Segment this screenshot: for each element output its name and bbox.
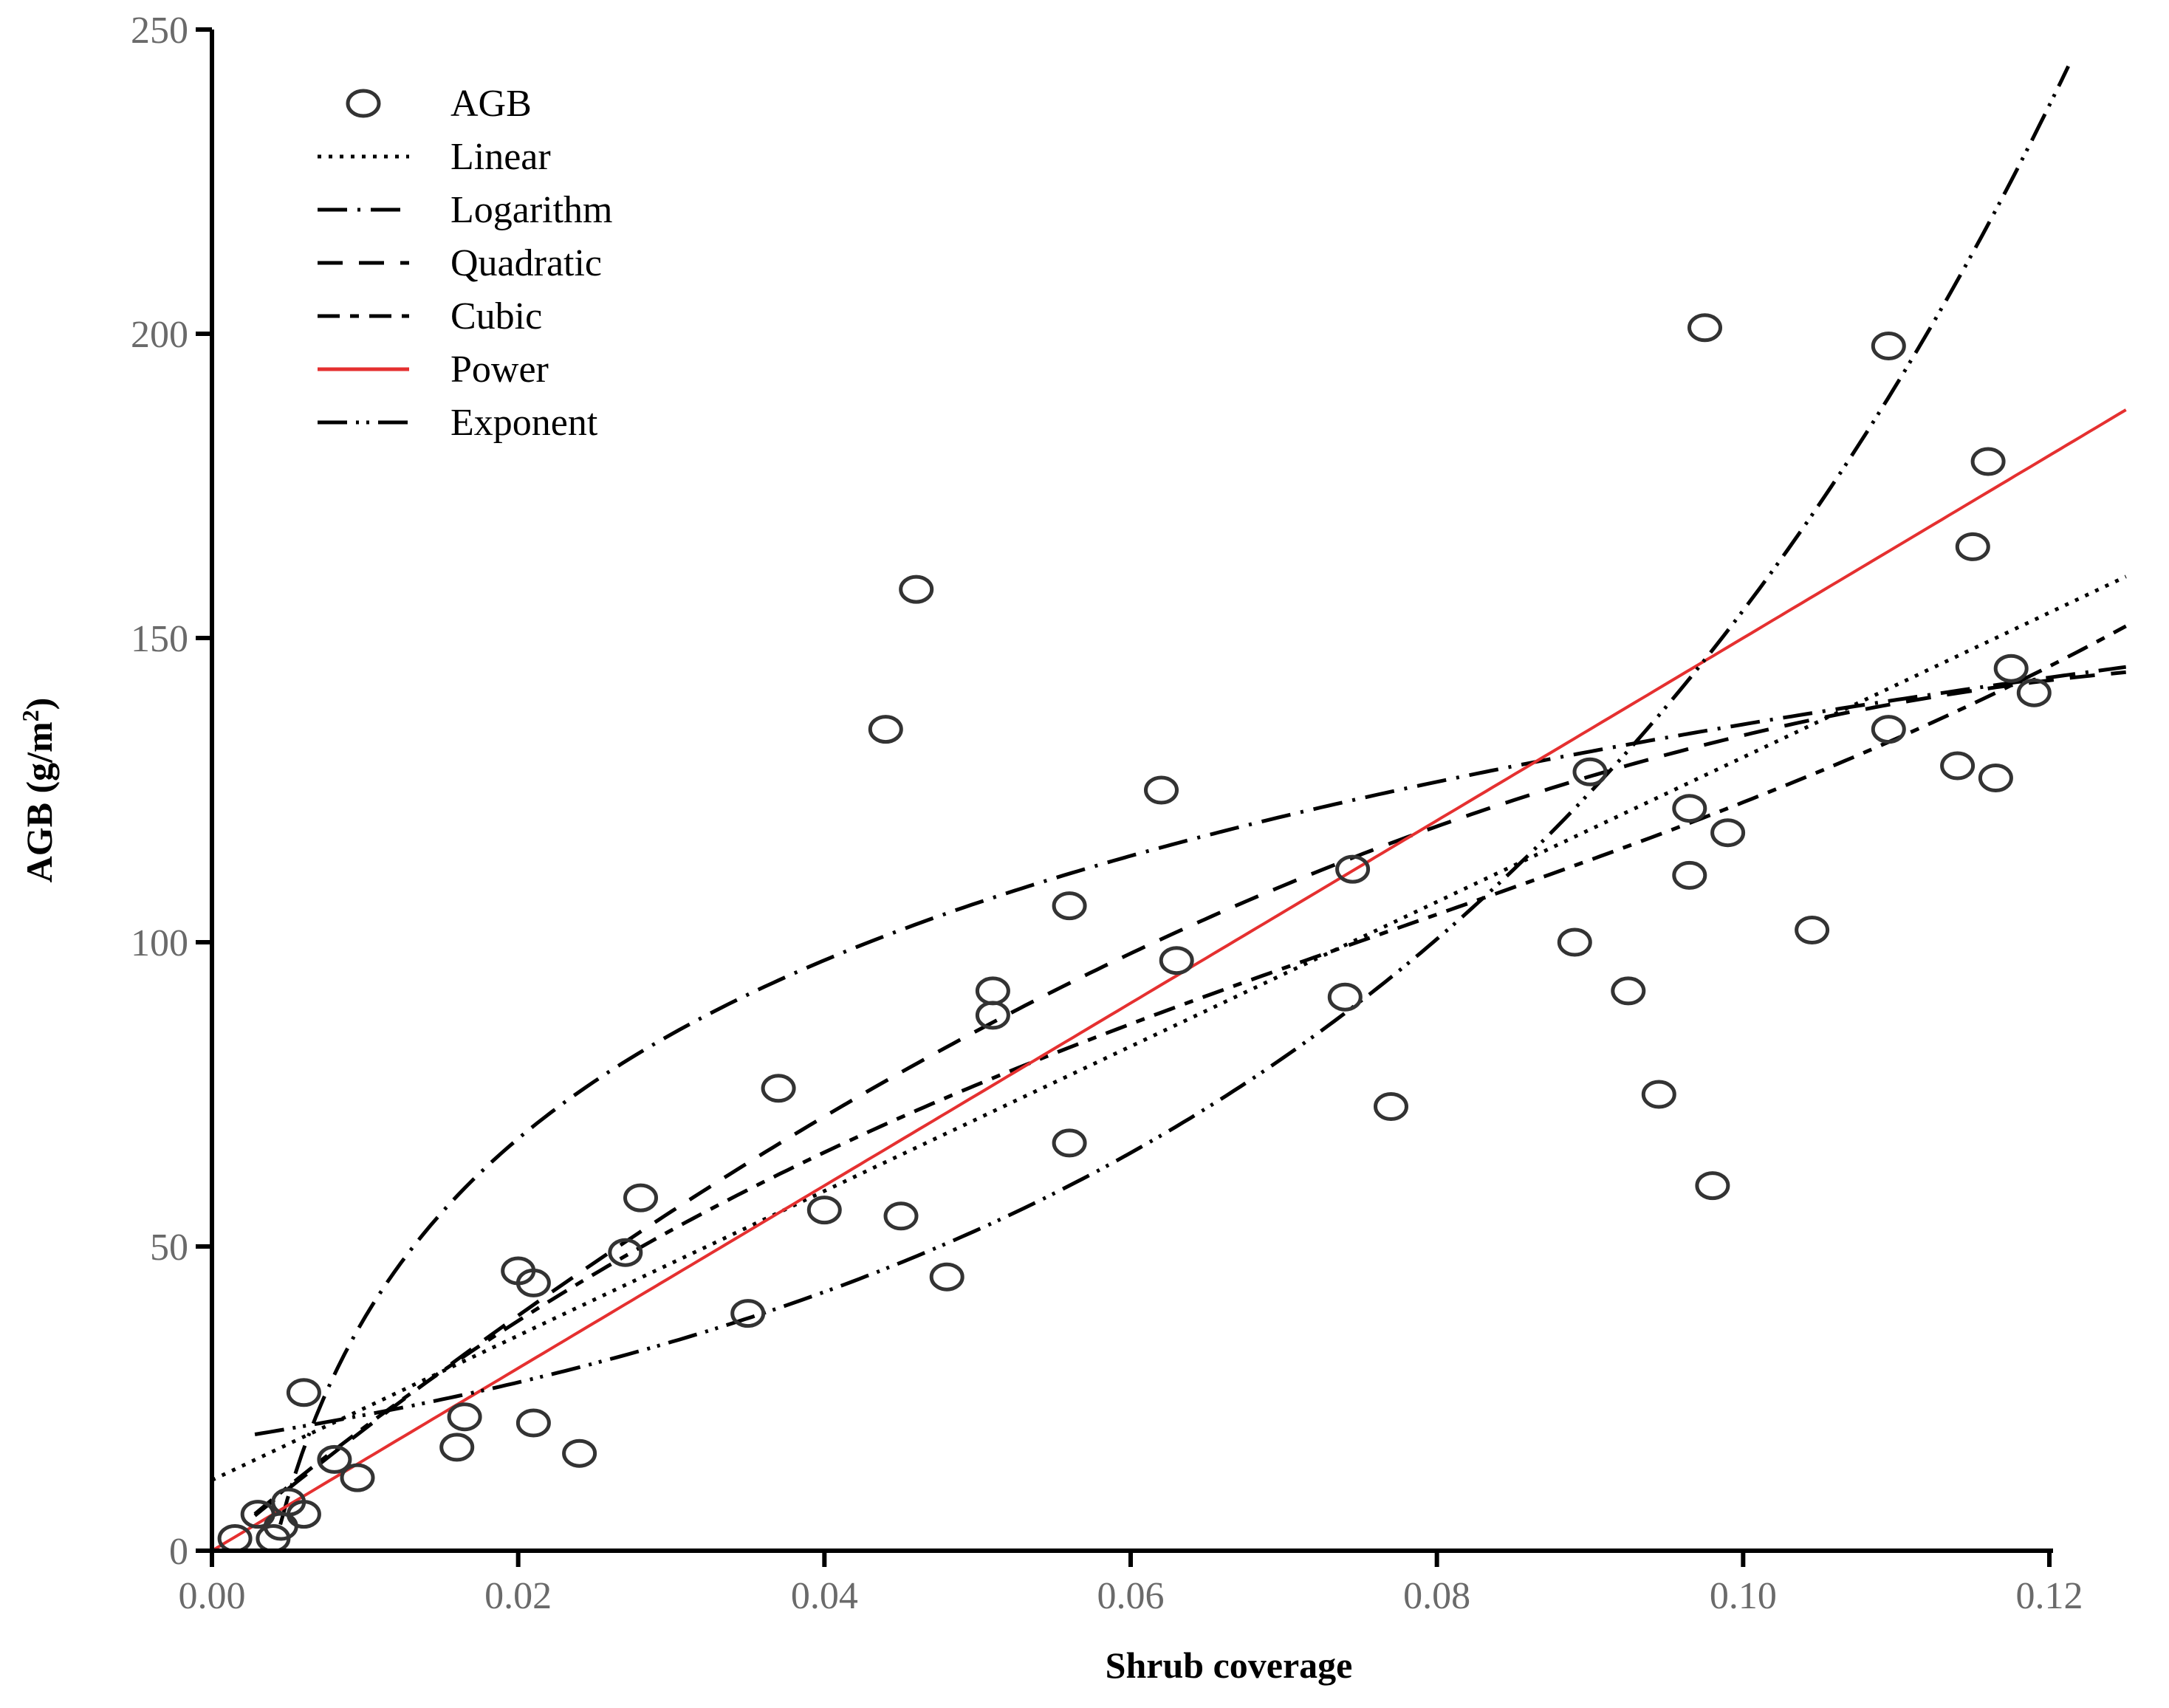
x-tick-label: 0.04: [791, 1575, 858, 1617]
data-point: [1710, 818, 1746, 848]
legend-label-quadratic: Quadratic: [450, 242, 602, 284]
data-point: [1052, 1128, 1087, 1158]
y-axis-title: AGB (g/m2): [17, 698, 60, 883]
data-point: [515, 1268, 551, 1297]
data-point: [899, 575, 934, 604]
series-line-linear: [210, 575, 2127, 1482]
y-tick-label: 250: [131, 10, 188, 52]
data-point: [340, 1463, 375, 1492]
legend-label-logarithm: Logarithm: [450, 189, 613, 231]
data-point: [1144, 775, 1179, 805]
data-point: [806, 1196, 842, 1225]
data-point: [1695, 1171, 1730, 1201]
data-point: [1327, 982, 1363, 1012]
series-line-power: [210, 408, 2127, 1552]
x-tick-label: 0.06: [1097, 1575, 1165, 1617]
ticks: 0.00 0.02 0.04 0.06 0.08 0.10 0.12 0 50 100 150 200…: [131, 10, 2083, 1617]
data-point: [883, 1201, 919, 1231]
data-point: [1641, 1080, 1676, 1109]
data-point: [1572, 757, 1608, 786]
data-point: [1159, 946, 1194, 975]
legend: AGB Linear Logarithm Quadratic Cubic Power Exp…: [318, 83, 613, 444]
data-point: [439, 1433, 475, 1462]
data-point: [1374, 1092, 1408, 1121]
data-point: [1672, 794, 1707, 823]
data-point: [608, 1238, 643, 1267]
legend-label-exponent: Exponent: [450, 402, 598, 444]
data-point: [1611, 976, 1646, 1006]
series-line-quadratic: [253, 670, 2126, 1517]
x-tick-label: 0.02: [484, 1575, 552, 1617]
data-point: [1557, 927, 1592, 957]
y-tick-label: 0: [169, 1531, 188, 1573]
y-tick-label: 100: [131, 922, 188, 964]
data-point: [1978, 764, 2013, 792]
y-tick-label: 50: [150, 1227, 188, 1269]
data-point: [317, 1444, 352, 1474]
plot-area: [210, 65, 2127, 1553]
data-point: [730, 1299, 766, 1328]
data-point: [1687, 313, 1722, 343]
series-line-cubic: [253, 624, 2127, 1516]
data-point: [1970, 447, 2006, 476]
data-point: [1955, 532, 1990, 561]
data-point: [623, 1183, 658, 1213]
series-line-logarithm: [278, 665, 2127, 1526]
data-point: [1871, 332, 1906, 360]
legend-marker-agb: [346, 89, 381, 118]
y-tick-label: 150: [131, 618, 188, 660]
data-point: [286, 1500, 321, 1529]
data-point: [1052, 891, 1087, 921]
legend-label-power: Power: [450, 349, 549, 391]
data-point: [286, 1378, 321, 1407]
x-tick-label: 0.10: [1710, 1575, 1777, 1617]
data-point: [761, 1074, 796, 1103]
data-point: [447, 1402, 482, 1432]
series-line-exponent: [254, 65, 2070, 1436]
x-tick-label: 0.08: [1403, 1575, 1470, 1617]
data-point: [515, 1408, 551, 1438]
data-point: [1335, 854, 1371, 884]
data-point: [975, 976, 1010, 1006]
legend-label-cubic: Cubic: [450, 295, 542, 337]
data-point: [562, 1438, 597, 1468]
data-point: [1672, 860, 1707, 890]
legend-label-linear: Linear: [450, 136, 551, 178]
x-tick-label: 0.12: [2016, 1575, 2083, 1617]
legend-label-agb: AGB: [450, 83, 532, 125]
x-tick-label: 0.00: [179, 1575, 246, 1617]
y-axis-title-sup: 2: [17, 710, 44, 721]
x-axis-title: Shrub coverage: [1106, 1644, 1353, 1686]
data-point: [929, 1262, 964, 1292]
data-point: [975, 1001, 1010, 1030]
data-point: [1871, 715, 1906, 744]
data-point: [2016, 678, 2052, 707]
data-point: [1993, 654, 2029, 683]
data-point: [1795, 916, 1830, 944]
y-tick-label: 200: [131, 314, 188, 356]
data-point: [1940, 751, 1976, 781]
data-point: [868, 715, 903, 744]
